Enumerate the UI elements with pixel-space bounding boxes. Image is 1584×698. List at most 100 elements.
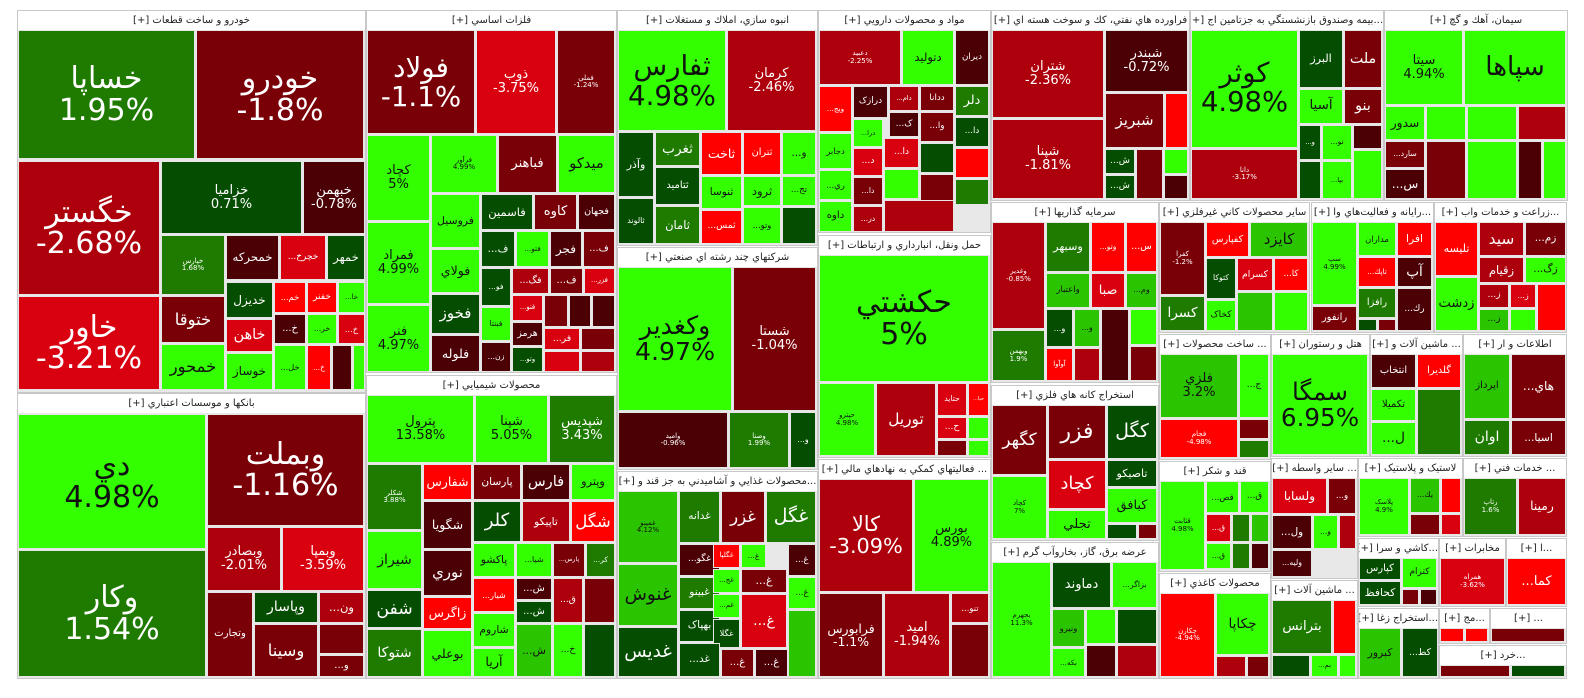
stock-tile[interactable] <box>920 143 954 173</box>
sector-title-expand[interactable]: ...ا [+] <box>1507 539 1566 558</box>
stock-tile[interactable]: ...غج <box>713 569 740 593</box>
stock-tile[interactable] <box>1417 389 1461 455</box>
stock-tile[interactable]: ...هاي <box>1511 354 1566 419</box>
stock-tile[interactable]: کاوه <box>534 194 577 230</box>
stock-tile[interactable] <box>1537 284 1566 331</box>
stock-tile[interactable]: وتجارت <box>207 592 253 677</box>
stock-tile[interactable] <box>1467 106 1517 140</box>
stock-tile[interactable]: ...س <box>1126 222 1157 272</box>
stock-tile[interactable]: ...ق <box>1240 481 1269 513</box>
stock-tile[interactable]: ...دا <box>853 177 883 205</box>
stock-tile[interactable]: شستا -1.04% <box>733 267 816 411</box>
stock-tile[interactable]: ...سارد <box>1385 141 1425 168</box>
stock-tile[interactable]: ...خا <box>338 282 365 313</box>
stock-tile[interactable]: ...خر <box>307 314 337 344</box>
stock-tile[interactable] <box>1086 645 1116 677</box>
stock-tile[interactable]: ...کر <box>586 543 615 577</box>
stock-tile[interactable]: خگستر -2.68% <box>18 161 160 295</box>
stock-tile[interactable]: غگلپا <box>713 544 740 568</box>
stock-tile[interactable]: ...ول <box>1272 515 1312 549</box>
stock-tile[interactable]: ايرداز <box>1464 354 1510 419</box>
stock-tile[interactable]: کترام <box>1402 558 1437 588</box>
stock-tile[interactable]: ثاخت <box>701 132 742 175</box>
sector-title-expand[interactable]: هتل و رستوران [+] <box>1272 335 1369 354</box>
stock-tile[interactable] <box>584 624 615 677</box>
stock-tile[interactable] <box>1117 645 1157 677</box>
stock-tile[interactable]: ...غ <box>741 594 787 648</box>
stock-tile[interactable]: قثابت 4.98% <box>1160 481 1205 570</box>
sector-title-expand[interactable]: ... فعاليتهاي کمکي به نهادهاي مالي [+] <box>819 460 990 479</box>
stock-tile[interactable]: دانا -3.17% <box>1191 149 1298 199</box>
stock-tile[interactable]: شفن <box>367 590 422 628</box>
stock-tile[interactable]: ...قص <box>1206 481 1239 513</box>
stock-tile[interactable] <box>968 440 989 456</box>
stock-tile[interactable]: شبندر -0.72% <box>1105 30 1188 92</box>
stock-tile[interactable]: ...و <box>1313 515 1338 549</box>
sector-title-expand[interactable]: خودرو و ساخت قطعات [+] <box>18 11 365 30</box>
sector-title-expand[interactable]: فلزات اساسي [+] <box>367 11 616 30</box>
sector-title-expand[interactable]: ...محصولات غذايي و آشاميدني به جز قند و … <box>618 472 817 491</box>
stock-tile[interactable] <box>1339 515 1356 549</box>
stock-tile[interactable]: تاصيکو <box>1107 460 1157 487</box>
stock-tile[interactable] <box>1378 319 1396 331</box>
stock-tile[interactable]: ...وتو <box>512 347 543 372</box>
stock-tile[interactable]: فجام -4.98% <box>1160 419 1238 458</box>
stock-tile[interactable]: افرا <box>1397 222 1432 256</box>
stock-tile[interactable]: ثفارس 4.98% <box>618 30 726 131</box>
stock-tile[interactable]: ...فگ <box>512 268 549 294</box>
stock-tile[interactable] <box>1426 106 1466 140</box>
stock-tile[interactable]: اوان <box>1464 420 1510 455</box>
sector-title-expand[interactable]: ...استخراج زغا [+] <box>1359 609 1438 628</box>
stock-tile[interactable]: غديس <box>618 627 678 677</box>
stock-tile[interactable]: خزامیا 0.71% <box>161 161 302 234</box>
sector-title-expand[interactable]: لاستيک و پلاستيک [+] <box>1359 459 1462 478</box>
stock-tile[interactable]: کايزد <box>1250 222 1308 257</box>
stock-tile[interactable]: دلر <box>955 86 989 116</box>
stock-tile[interactable]: ...ل <box>1371 422 1416 455</box>
stock-tile[interactable]: ...وليه <box>1272 550 1312 577</box>
stock-tile[interactable]: غگلا <box>713 619 740 648</box>
stock-tile[interactable]: درازک <box>853 86 888 118</box>
stock-tile[interactable]: ذوب -3.75% <box>476 30 556 134</box>
stock-tile[interactable]: ...ج <box>1239 354 1269 418</box>
stock-tile[interactable]: حکشتي 5% <box>819 255 989 382</box>
sector-title-expand[interactable]: ... [+] <box>1491 609 1566 628</box>
stock-tile[interactable]: خودرو -1.8% <box>196 30 364 159</box>
stock-tile[interactable] <box>1420 589 1437 605</box>
stock-tile[interactable]: پاکشو <box>473 543 515 577</box>
stock-tile[interactable]: دماوند <box>1052 562 1111 608</box>
stock-tile[interactable] <box>884 169 919 199</box>
stock-tile[interactable]: دتوليد <box>902 30 954 85</box>
stock-tile[interactable]: مداران <box>1358 222 1396 256</box>
stock-tile[interactable] <box>1130 346 1157 381</box>
stock-tile[interactable]: آپ <box>1397 257 1432 287</box>
sector-title-expand[interactable]: شرکتهاي چند رشته اي صنعتي [+] <box>618 248 817 267</box>
stock-tile[interactable]: فاسمين <box>481 194 533 230</box>
stock-tile[interactable]: پترول 13.58% <box>367 395 474 463</box>
stock-tile[interactable]: انتخاب <box>1371 354 1416 388</box>
stock-tile[interactable]: دعبید -2.25% <box>819 30 901 85</box>
stock-tile[interactable]: وسبهر <box>1046 222 1090 272</box>
stock-tile[interactable]: کسرام <box>1237 258 1273 291</box>
stock-tile[interactable]: ...وم <box>1126 273 1157 308</box>
stock-tile[interactable] <box>1518 106 1566 140</box>
sector-title-expand[interactable]: اطلاعات و ار [+] <box>1464 335 1566 354</box>
sector-title-expand[interactable]: سيمان، آهك و گچ [+] <box>1385 11 1567 30</box>
stock-tile[interactable]: فلزي 3.2% <box>1160 354 1238 418</box>
stock-tile[interactable]: ...اسيا <box>1511 420 1566 455</box>
sector-title-expand[interactable]: قند و شکر [+] <box>1160 462 1270 481</box>
stock-tile[interactable] <box>955 148 989 178</box>
stock-tile[interactable]: ...غ <box>788 544 816 576</box>
stock-tile[interactable]: شبريز <box>1105 93 1164 148</box>
stock-tile[interactable]: خاهن <box>226 319 273 352</box>
stock-tile[interactable] <box>1543 141 1566 199</box>
stock-tile[interactable] <box>1272 655 1310 677</box>
stock-tile[interactable] <box>1440 628 1464 642</box>
sector-title-expand[interactable]: ...خرد [+] <box>1440 646 1566 665</box>
stock-tile[interactable]: ثنوسا <box>701 176 742 209</box>
stock-tile[interactable]: ...غ <box>788 577 816 609</box>
stock-tile[interactable]: رافزا <box>1358 288 1396 318</box>
stock-tile[interactable]: ...ز <box>1510 284 1536 308</box>
stock-tile[interactable]: ...بپا <box>1322 161 1352 199</box>
stock-tile[interactable]: وصنا 1.99% <box>729 412 789 468</box>
